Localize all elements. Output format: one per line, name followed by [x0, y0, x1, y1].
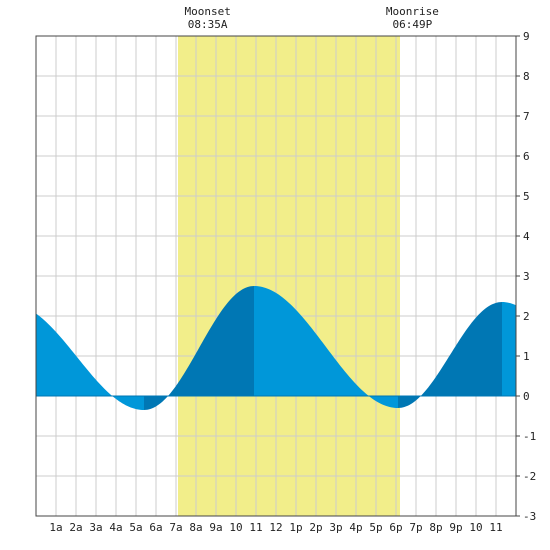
tide-area-falling	[502, 302, 516, 396]
x-tick-label: 8a	[189, 521, 202, 534]
x-tick-label: 10	[229, 521, 242, 534]
tide-area	[36, 286, 516, 410]
y-tick-label: 0	[523, 390, 530, 403]
moonrise-time: 06:49P	[392, 18, 432, 31]
x-tick-label: 6a	[149, 521, 162, 534]
y-tick-label: 1	[523, 350, 530, 363]
tide-area-falling	[36, 313, 144, 410]
x-tick-label: 4a	[109, 521, 122, 534]
x-tick-label: 6p	[389, 521, 402, 534]
x-tick-label: 5p	[369, 521, 382, 534]
y-tick-label: 2	[523, 310, 530, 323]
moonset-label: Moonset	[184, 5, 230, 18]
y-tick-label: -1	[523, 430, 536, 443]
tide-area-rising	[398, 302, 502, 408]
x-tick-label: 3a	[89, 521, 102, 534]
x-tick-label: 2p	[309, 521, 322, 534]
y-tick-label: 8	[523, 70, 530, 83]
y-tick-label: 3	[523, 270, 530, 283]
y-tick-label: 5	[523, 190, 530, 203]
y-tick-label: -3	[523, 510, 536, 523]
x-tick-label: 1a	[49, 521, 62, 534]
moonrise-label: Moonrise	[386, 5, 439, 18]
y-tick-label: 7	[523, 110, 530, 123]
y-tick-label: 9	[523, 30, 530, 43]
y-axis-labels: -3 -2 -1 0 1 2 3 4 5 6 7 8 9	[516, 30, 536, 523]
grid	[36, 36, 516, 516]
tide-area-falling	[254, 286, 398, 408]
x-axis-labels: 1a 2a 3a 4a 5a 6a 7a 8a 9a 10 11 12 1p 2p 3p 4p 5p 6p 7p 8p…	[49, 521, 502, 534]
y-tick-label: 4	[523, 230, 530, 243]
x-tick-label: 3p	[329, 521, 342, 534]
x-tick-label: 5a	[129, 521, 142, 534]
x-tick-label: 11	[489, 521, 502, 534]
x-tick-label: 11	[249, 521, 262, 534]
y-tick-label: 6	[523, 150, 530, 163]
x-tick-label: 4p	[349, 521, 362, 534]
x-tick-label: 10	[469, 521, 482, 534]
tide-area-rising	[144, 286, 254, 410]
x-tick-label: 7a	[169, 521, 182, 534]
x-tick-label: 8p	[429, 521, 442, 534]
y-tick-label: -2	[523, 470, 536, 483]
x-tick-label: 2a	[69, 521, 82, 534]
x-tick-label: 9p	[449, 521, 462, 534]
x-tick-label: 12	[269, 521, 282, 534]
x-tick-label: 9a	[209, 521, 222, 534]
x-tick-label: 1p	[289, 521, 302, 534]
moonset-time: 08:35A	[188, 18, 228, 31]
x-tick-label: 7p	[409, 521, 422, 534]
